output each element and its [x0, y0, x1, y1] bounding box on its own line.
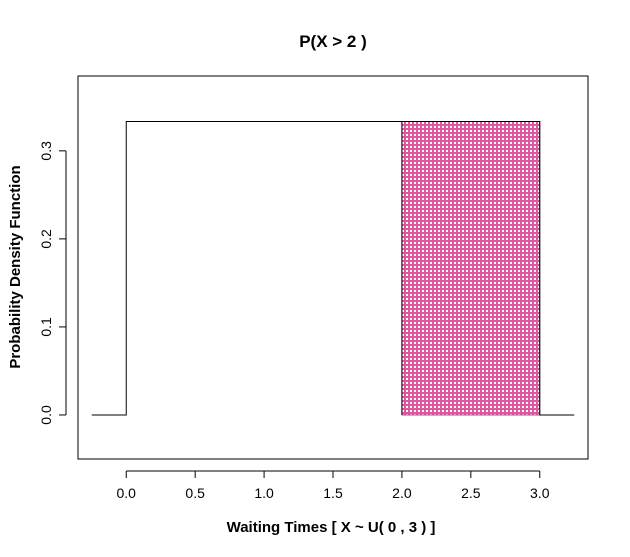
y-tick-label: 0.0 — [38, 405, 54, 425]
y-tick-label: 0.1 — [38, 317, 54, 337]
plot-box — [77, 75, 589, 460]
y-axis-label: Probability Density Function — [7, 165, 24, 368]
x-axis: 0.0 0.5 1.0 1.5 2.0 2.5 3.0 — [117, 470, 550, 501]
y-tick-label: 0.2 — [38, 229, 54, 249]
chart-title: P(X > 2 ) — [299, 32, 367, 51]
x-tick-label: 3.0 — [530, 485, 550, 501]
shaded-region — [401, 121, 541, 416]
x-tick-label: 0.5 — [185, 485, 205, 501]
density-line — [91, 121, 575, 416]
x-tick-label: 2.5 — [461, 485, 481, 501]
x-tick-label: 1.0 — [254, 485, 274, 501]
y-tick-label: 0.3 — [38, 141, 54, 161]
x-axis-label: Waiting Times [ X ~ U( 0 , 3 ) ] — [227, 519, 436, 536]
x-tick-label: 0.0 — [117, 485, 137, 501]
density-layer — [91, 121, 575, 416]
y-axis: 0.0 0.1 0.2 0.3 — [38, 141, 67, 425]
shaded-region-layer — [401, 121, 541, 416]
x-tick-label: 2.0 — [392, 485, 412, 501]
x-tick-label: 1.5 — [323, 485, 343, 501]
